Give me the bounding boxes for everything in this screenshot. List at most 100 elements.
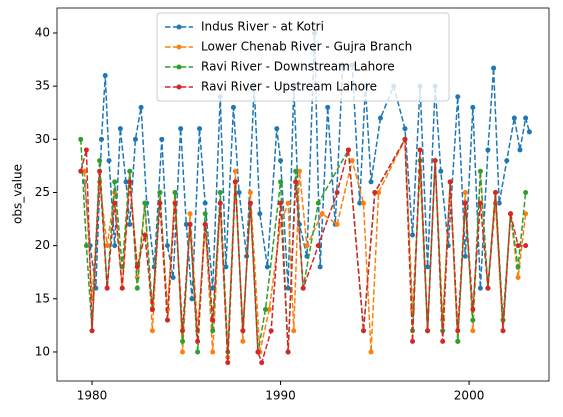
legend-marker	[176, 84, 182, 90]
data-point	[266, 306, 272, 312]
data-point	[112, 200, 118, 206]
data-point	[334, 189, 340, 195]
data-point	[112, 243, 118, 249]
data-point	[257, 211, 263, 217]
data-point	[315, 243, 321, 249]
data-point	[236, 189, 242, 195]
data-point	[410, 232, 416, 238]
data-point	[240, 328, 246, 334]
data-point	[410, 338, 416, 344]
data-point	[172, 189, 178, 195]
data-point	[134, 264, 140, 270]
data-point	[132, 136, 138, 142]
data-point	[89, 328, 95, 334]
data-point	[149, 306, 155, 312]
data-point	[262, 306, 268, 312]
data-point	[210, 349, 216, 355]
data-point	[78, 136, 84, 142]
data-point	[172, 200, 178, 206]
data-point	[278, 200, 284, 206]
data-point	[149, 328, 155, 334]
data-point	[97, 168, 103, 174]
data-point	[425, 328, 431, 334]
data-point	[240, 338, 246, 344]
data-point	[78, 168, 84, 174]
y-tick-label: 25	[35, 185, 50, 199]
data-point	[470, 328, 476, 334]
data-point	[180, 338, 186, 344]
data-point	[142, 232, 148, 238]
data-point	[470, 317, 476, 323]
data-point	[134, 285, 140, 291]
data-point	[293, 168, 299, 174]
data-point	[432, 158, 438, 164]
data-point	[402, 126, 408, 132]
data-point	[511, 115, 517, 121]
data-point	[377, 115, 383, 121]
data-point	[515, 264, 521, 270]
data-point	[97, 158, 103, 164]
data-point	[268, 328, 274, 334]
legend-label: Indus River - at Kotri	[201, 20, 324, 34]
data-point	[127, 221, 133, 227]
data-point	[455, 94, 461, 100]
data-point	[247, 200, 253, 206]
data-point	[349, 158, 355, 164]
y-tick-label: 35	[35, 79, 50, 93]
data-point	[195, 349, 201, 355]
data-point	[372, 189, 378, 195]
data-point	[523, 115, 529, 121]
data-point	[217, 200, 223, 206]
data-point	[159, 136, 165, 142]
y-tick-label: 30	[35, 132, 50, 146]
data-point	[440, 338, 446, 344]
data-point	[127, 179, 133, 185]
data-point	[504, 158, 510, 164]
data-point	[485, 147, 491, 153]
data-point	[357, 200, 363, 206]
data-point	[157, 200, 163, 206]
data-point	[202, 211, 208, 217]
data-point	[293, 179, 299, 185]
data-point	[315, 200, 321, 206]
data-point	[112, 179, 118, 185]
data-point	[164, 317, 170, 323]
x-tick-label: 1990	[265, 389, 296, 403]
data-point	[82, 168, 88, 174]
legend-label: Ravi River - Upstream Lahore	[201, 80, 377, 94]
data-point	[106, 158, 112, 164]
data-point	[230, 104, 236, 110]
data-point	[170, 275, 176, 281]
data-point	[517, 147, 523, 153]
data-point	[274, 126, 280, 132]
data-point	[526, 129, 532, 135]
data-point	[210, 328, 216, 334]
data-point	[225, 360, 231, 366]
y-axis-label: obs_value	[11, 164, 25, 224]
data-point	[508, 211, 514, 217]
data-point	[438, 168, 444, 174]
data-point	[264, 264, 270, 270]
data-point	[470, 306, 476, 312]
data-point	[500, 328, 506, 334]
data-point	[496, 200, 502, 206]
data-point	[210, 317, 216, 323]
data-point	[278, 179, 284, 185]
data-point	[83, 243, 89, 249]
data-point	[104, 243, 110, 249]
data-point	[477, 168, 483, 174]
series-line	[80, 136, 527, 353]
data-point	[485, 285, 491, 291]
data-point	[334, 221, 340, 227]
data-point	[197, 126, 203, 132]
data-point	[104, 285, 110, 291]
data-point	[183, 221, 189, 227]
data-point	[455, 338, 461, 344]
data-point	[83, 147, 89, 153]
data-point	[142, 200, 148, 206]
data-point	[300, 285, 306, 291]
data-point	[425, 264, 431, 270]
data-point	[291, 328, 297, 334]
data-point	[462, 253, 468, 259]
